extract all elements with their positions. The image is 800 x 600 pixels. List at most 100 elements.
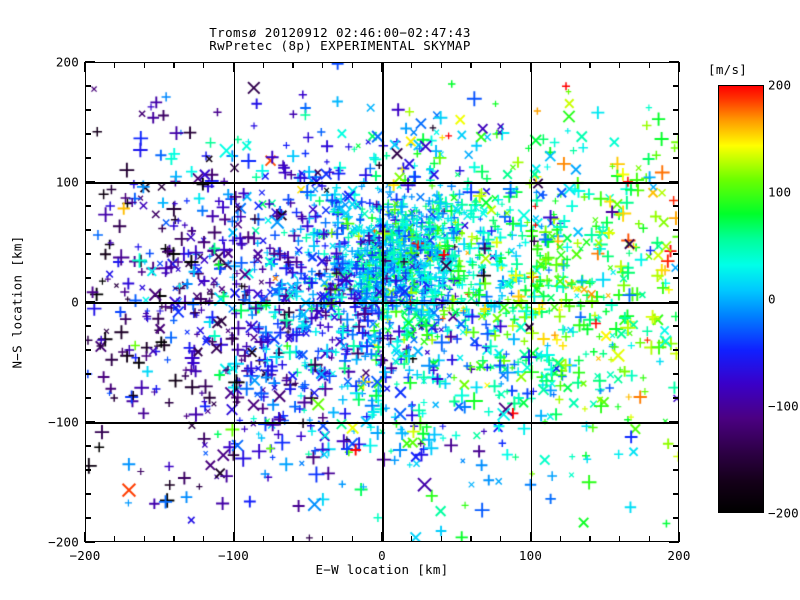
x-minor-tick	[203, 62, 205, 68]
x-minor-tick	[262, 536, 264, 542]
x-minor-tick	[618, 62, 621, 68]
x-minor-tick	[618, 536, 621, 542]
x-axis-label: E−W location [km]	[315, 562, 449, 577]
y-minor-tick	[673, 205, 679, 207]
x-minor-tick	[589, 62, 591, 68]
y-minor-tick	[673, 445, 679, 447]
x-minor-tick	[292, 536, 294, 542]
colorbar-wrap	[718, 85, 764, 513]
colorbar-tick-label: −100	[768, 398, 799, 414]
x-minor-tick	[589, 536, 591, 542]
y-major-tick	[85, 61, 95, 63]
y-minor-tick	[85, 133, 91, 135]
x-minor-tick	[470, 62, 472, 68]
y-minor-tick	[85, 229, 91, 231]
y-major-tick	[85, 301, 95, 303]
scatter-plot-canvas	[86, 63, 678, 541]
x-major-tick	[232, 62, 235, 72]
y-minor-tick	[673, 517, 679, 519]
y-minor-tick	[85, 445, 91, 447]
gridline-vertical	[233, 63, 236, 541]
x-minor-tick	[321, 536, 324, 542]
x-minor-tick	[321, 62, 324, 68]
gridline-vertical	[382, 63, 384, 541]
x-minor-tick	[648, 62, 650, 68]
chart-subtitle: RwPretec (8p) EXPERIMENTAL SKYMAP	[209, 38, 471, 53]
y-minor-tick	[85, 205, 91, 207]
gridline-horizontal	[86, 182, 678, 184]
y-minor-tick	[673, 349, 679, 351]
y-minor-tick	[673, 229, 679, 231]
x-minor-tick	[648, 536, 650, 542]
x-minor-tick	[500, 536, 502, 542]
y-major-tick	[85, 541, 95, 543]
y-major-tick	[669, 61, 679, 63]
y-tick-label: 200	[55, 54, 79, 70]
x-tick-label: −200	[69, 548, 101, 563]
chart-title: Tromsø 20120912 02:46:00−02:47:43	[209, 25, 471, 40]
x-major-tick	[529, 532, 532, 542]
x-major-tick	[232, 532, 235, 542]
y-minor-tick	[673, 469, 679, 471]
colorbar-tick-label: 0	[768, 291, 776, 307]
y-minor-tick	[85, 325, 91, 327]
plot-area	[85, 62, 679, 542]
x-minor-tick	[351, 536, 353, 542]
x-major-tick	[381, 62, 383, 72]
x-minor-tick	[143, 62, 146, 68]
colorbar-tick-label: 200	[768, 77, 792, 93]
colorbar-tick-label: 100	[768, 184, 792, 200]
y-minor-tick	[85, 373, 91, 375]
x-minor-tick	[262, 62, 264, 68]
y-axis-label: N−S location [km]	[9, 235, 25, 369]
y-minor-tick	[85, 109, 91, 111]
x-minor-tick	[173, 62, 175, 68]
y-major-tick	[85, 421, 95, 423]
y-minor-tick	[85, 469, 91, 471]
y-minor-tick	[673, 133, 679, 135]
x-major-tick	[84, 62, 86, 72]
x-minor-tick	[440, 536, 443, 542]
y-minor-tick	[85, 349, 91, 351]
y-minor-tick	[85, 157, 91, 159]
y-tick-label: −200	[48, 534, 79, 550]
y-minor-tick	[85, 85, 91, 87]
x-minor-tick	[559, 536, 561, 542]
gridline-vertical	[530, 63, 533, 541]
gridline-horizontal	[86, 422, 678, 424]
y-tick-label: 0	[71, 294, 79, 310]
x-major-tick	[678, 532, 680, 542]
x-tick-label: 0	[378, 548, 386, 563]
x-major-tick	[529, 62, 532, 72]
y-minor-tick	[673, 109, 679, 111]
x-major-tick	[381, 532, 383, 542]
x-tick-label: −100	[218, 548, 249, 563]
y-minor-tick	[673, 397, 679, 399]
y-major-tick	[669, 541, 679, 543]
y-minor-tick	[673, 277, 679, 279]
x-minor-tick	[173, 536, 175, 542]
y-minor-tick	[85, 517, 91, 519]
x-minor-tick	[143, 536, 146, 542]
y-major-tick	[85, 181, 95, 183]
y-minor-tick	[85, 253, 91, 255]
colorbar-tick-label: −200	[768, 505, 799, 521]
x-minor-tick	[411, 62, 413, 68]
y-minor-tick	[673, 85, 679, 87]
x-minor-tick	[114, 536, 116, 542]
y-axis-label-wrap: N−S location [km]	[6, 62, 28, 542]
x-minor-tick	[559, 62, 561, 68]
colorbar-gradient	[718, 85, 764, 513]
x-tick-label: 100	[518, 548, 543, 563]
y-minor-tick	[673, 325, 679, 327]
y-tick-label: 100	[55, 174, 79, 190]
y-major-tick	[669, 181, 679, 183]
x-minor-tick	[440, 62, 443, 68]
x-minor-tick	[203, 536, 205, 542]
x-minor-tick	[351, 62, 353, 68]
x-minor-tick	[470, 536, 472, 542]
x-minor-tick	[292, 62, 294, 68]
x-tick-label: 200	[667, 548, 691, 563]
gridline-horizontal	[86, 302, 678, 304]
